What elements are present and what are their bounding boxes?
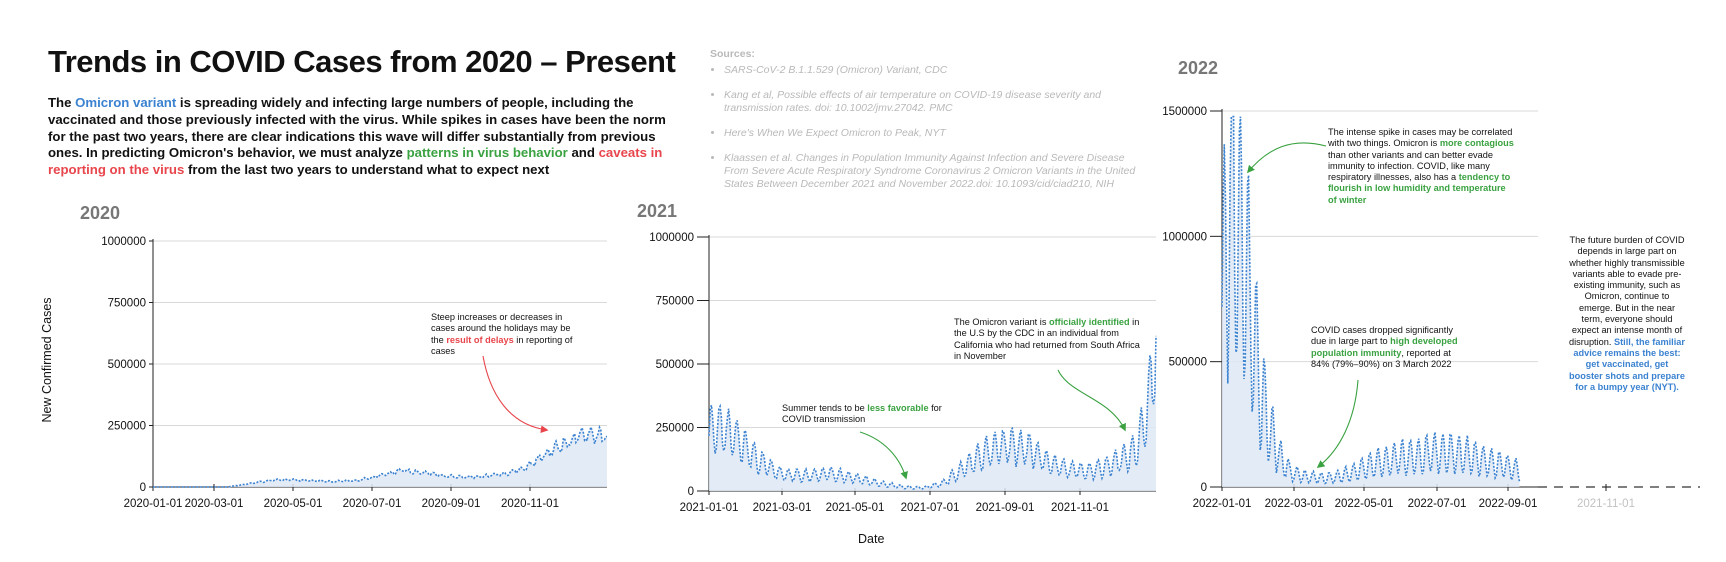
note-text: The intense spike in cases may be correl… <box>1328 127 1513 149</box>
annotation-winter-spike: The intense spike in cases may be correl… <box>1328 127 1514 206</box>
year-label-2022: 2022 <box>1178 58 1219 78</box>
source-item: Here's When We Expect Omicron to Peak, N… <box>724 127 1150 140</box>
note-highlight: less favorable <box>867 403 929 413</box>
note-highlight: tendency to flourish in low humidity and… <box>1328 172 1511 205</box>
x-tick-label: 2022-09-01 <box>1479 498 1538 510</box>
note-text: Steep increases or decreases in cases ar… <box>431 312 571 345</box>
x-tick-label: 2022-05-01 <box>1335 498 1394 510</box>
intro-text-4: from the last two years to understand wh… <box>184 162 550 178</box>
source-item: SARS-CoV-2 B.1.1.529 (Omicron) Variant, … <box>724 64 1150 77</box>
intro-text-1: The <box>48 95 76 110</box>
x-tick-label: 2021-11-01 <box>1577 498 1635 510</box>
y-tick-label: 750000 <box>108 298 146 310</box>
y-tick-label: 250000 <box>656 423 694 435</box>
x-tick-label: 2021-01-01 <box>680 502 739 514</box>
x-tick-label: 2020-11-01 <box>501 498 559 510</box>
series-area-fill <box>709 335 1156 491</box>
annotation-cases-dropped: COVID cases dropped significantly due in… <box>1311 325 1461 370</box>
note-highlight: more contagious <box>1439 138 1514 149</box>
annotation-holiday-delays: Steep increases or decreases in cases ar… <box>431 312 581 357</box>
x-tick-label: 2021-07-01 <box>901 502 960 514</box>
note-text: for COVID transmission <box>782 403 942 425</box>
y-tick-label: 250000 <box>108 421 146 433</box>
note-highlight: high developed population immunity <box>1311 336 1458 358</box>
annotation-arrow <box>1057 369 1126 432</box>
x-tick-label: 2022-03-01 <box>1265 498 1324 510</box>
series-line <box>153 424 608 488</box>
intro-caveats-highlight: caveats in reporting on the virus <box>48 145 663 178</box>
year-label-2021: 2021 <box>637 201 678 221</box>
y-tick-label: 500000 <box>1169 357 1207 369</box>
note-text: , reported at 84% (79%–90%) on 3 March 2… <box>1311 347 1452 369</box>
annotation-arrow <box>859 431 908 480</box>
source-item: Klaassen et al. Changes in Population Im… <box>724 152 1150 191</box>
year-label-2020: 2020 <box>80 203 121 223</box>
x-tick-label: 2021-11-01 <box>1051 502 1109 514</box>
annotation-future-burden: The future burden of COVID depends in la… <box>1568 235 1686 393</box>
x-tick-label: 2021-09-01 <box>976 502 1035 514</box>
annotation-omicron-identified: The Omicron variant is officially identi… <box>954 317 1140 362</box>
note-highlight: Still, the familiar advice remains the b… <box>1569 336 1685 392</box>
y-tick-label: 1000000 <box>101 236 146 248</box>
annotation-arrow <box>1316 379 1359 468</box>
note-text: COVID cases dropped significantly due in… <box>1311 325 1453 347</box>
y-tick-label: 1000000 <box>649 232 694 244</box>
y-tick-label: 1500000 <box>1162 106 1207 118</box>
sources-list: SARS-CoV-2 B.1.1.529 (Omicron) Variant, … <box>710 64 1150 191</box>
x-tick-label: 2020-01-01 <box>124 498 183 510</box>
intro-patterns-highlight: patterns in virus behavior <box>406 145 568 161</box>
page-title: Trends in COVID Cases from 2020 – Presen… <box>48 44 676 79</box>
sources-block: Sources: SARS-CoV-2 B.1.1.529 (Omicron) … <box>710 48 1150 203</box>
intro-paragraph: The Omicron variant is spreading widely … <box>48 95 678 179</box>
x-tick-label: 2021-03-01 <box>753 502 812 514</box>
annotation-arrow <box>1247 142 1327 174</box>
y-tick-label: 0 <box>1201 482 1207 494</box>
note-text: The future burden of COVID depends in la… <box>1569 235 1685 347</box>
intro-text-3: and <box>567 145 599 161</box>
annotation-summer: Summer tends to be less favorable for CO… <box>782 403 942 426</box>
intro-omicron-highlight: Omicron variant <box>75 95 177 110</box>
note-highlight: result of delays <box>446 334 514 345</box>
note-text: The Omicron variant is <box>954 317 1049 327</box>
y-tick-label: 0 <box>140 482 146 494</box>
x-tick-label: 2022-07-01 <box>1408 498 1467 510</box>
note-text: in reporting of cases <box>431 334 573 356</box>
note-text: than other variants and can better evade… <box>1328 149 1493 183</box>
note-highlight: officially identified <box>1048 317 1130 327</box>
x-tick-label: 2022-01-01 <box>1193 498 1252 510</box>
y-tick-label: 1000000 <box>1162 231 1207 243</box>
annotation-arrow <box>482 355 549 433</box>
y-tick-label: 0 <box>688 486 694 498</box>
note-text: in the U.S by the CDC in an individual f… <box>954 317 1140 361</box>
x-tick-label: 2021-05-01 <box>826 502 885 514</box>
y-tick-label: 500000 <box>656 359 694 371</box>
x-tick-label: 2020-09-01 <box>422 498 481 510</box>
series-line <box>1221 115 1521 486</box>
x-tick-label: 2020-05-01 <box>264 498 323 510</box>
series-line <box>708 335 1157 490</box>
note-text: Summer tends to be <box>782 403 868 413</box>
x-axis-label: Date <box>858 532 885 546</box>
y-tick-label: 500000 <box>108 359 146 371</box>
intro-text-2: is spreading widely and infecting large … <box>48 95 666 161</box>
source-item: Kang et al, Possible effects of air temp… <box>724 89 1150 115</box>
y-tick-label: 750000 <box>656 296 694 308</box>
x-tick-label: 2020-07-01 <box>343 498 402 510</box>
series-area-fill <box>1222 116 1520 487</box>
x-tick-label: 2020-03-01 <box>185 498 244 510</box>
sources-heading: Sources: <box>710 48 755 60</box>
series-area-fill <box>153 427 607 487</box>
